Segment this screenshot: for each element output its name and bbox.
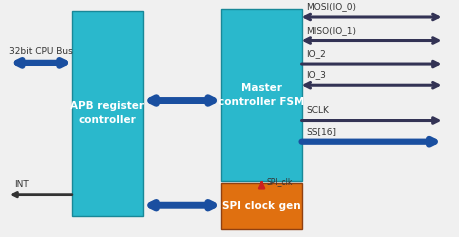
Text: IO_2: IO_2 [305, 49, 325, 58]
Text: SPI clock gen: SPI clock gen [222, 201, 300, 211]
Text: Master
controller FSM: Master controller FSM [218, 83, 304, 107]
Text: IO_3: IO_3 [305, 70, 325, 79]
Text: MISO(IO_1): MISO(IO_1) [305, 26, 355, 35]
Text: 32bit CPU Bus: 32bit CPU Bus [9, 47, 73, 56]
Text: SPl_clk: SPl_clk [266, 177, 292, 186]
Text: SS[16]: SS[16] [305, 127, 336, 136]
Text: INT: INT [14, 180, 29, 189]
Text: MOSI(IO_0): MOSI(IO_0) [305, 2, 355, 11]
Text: APB register
controller: APB register controller [70, 101, 144, 125]
Bar [221, 9, 301, 181]
Text: SCLK: SCLK [305, 106, 328, 115]
Bar [72, 11, 143, 216]
Bar [221, 183, 301, 229]
